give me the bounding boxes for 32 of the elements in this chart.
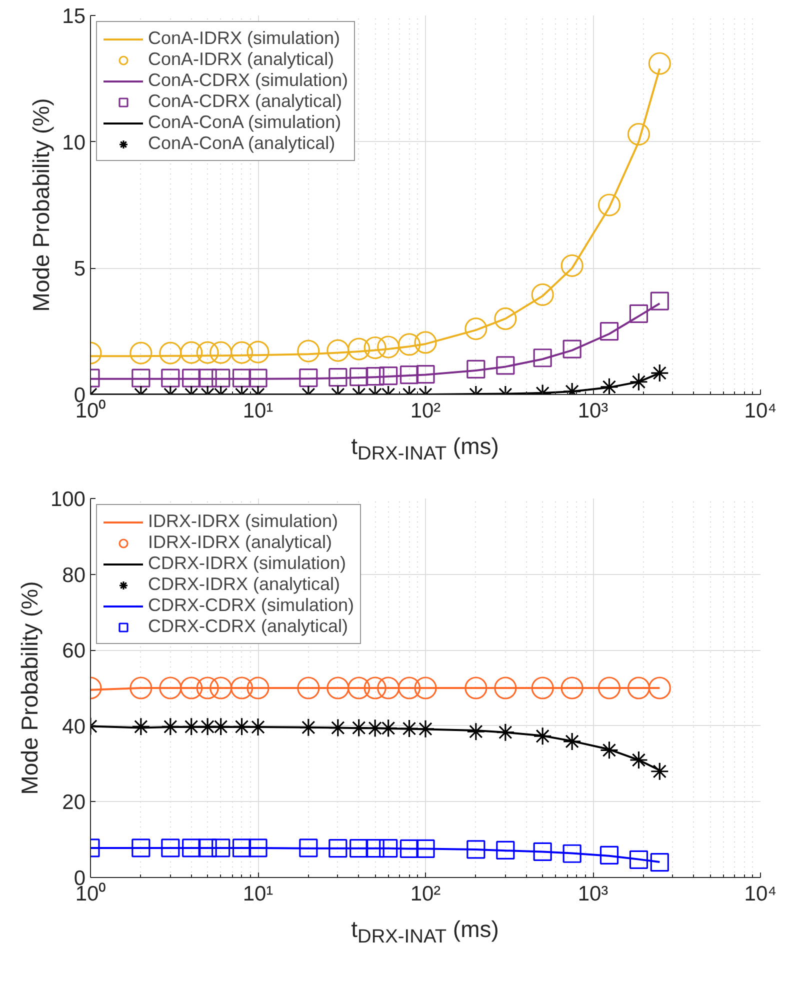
y-tick-label: 5 [74, 258, 86, 281]
legend-label: ConA-CDRX (analytical) [148, 91, 342, 112]
legend-label: IDRX-IDRX (analytical) [148, 532, 332, 553]
legend-label: CDRX-CDRX (analytical) [148, 616, 348, 637]
y-tick-label: 20 [62, 791, 86, 814]
y-tick-label: 15 [62, 5, 86, 28]
y-tick-label: 60 [62, 640, 86, 663]
legend-label: ConA-CDRX (simulation) [148, 70, 348, 91]
x-tick-label: 10² [410, 400, 441, 422]
y-axis-title: Mode Probability (%) [16, 581, 42, 795]
legend-label: IDRX-IDRX (simulation) [148, 511, 338, 532]
legend-label: CDRX-CDRX (simulation) [148, 595, 354, 616]
legend-label: ConA-IDRX (simulation) [148, 28, 340, 49]
legend-label: CDRX-IDRX (simulation) [148, 553, 346, 574]
legend-label: ConA-ConA (simulation) [148, 112, 342, 133]
x-tick-label: 10⁴ [744, 882, 777, 906]
x-axis-title: t$_{DRX-INAT}$ (ms) [350, 432, 500, 467]
y-tick-label: 80 [62, 564, 86, 587]
x-tick-label: 10² [410, 882, 441, 906]
x-axis-title: t$_{DRX-INAT}$ (ms) [350, 915, 500, 950]
y-tick-label: 40 [62, 715, 86, 738]
x-tick-label: 10⁴ [744, 400, 777, 422]
x-tick-label: 10¹ [242, 400, 274, 422]
y-tick-label: 100 [50, 488, 86, 511]
legend-label: ConA-ConA (analytical) [148, 133, 336, 154]
legend-label: CDRX-IDRX (analytical) [148, 574, 340, 595]
x-tick-label: 10¹ [242, 882, 274, 906]
x-tick-label: 10³ [578, 882, 608, 906]
y-axis-title: Mode Probability (%) [28, 98, 54, 312]
x-tick-label: 10³ [578, 400, 608, 422]
legend-label: ConA-IDRX (analytical) [148, 49, 334, 70]
y-tick-label: 10 [62, 131, 86, 154]
